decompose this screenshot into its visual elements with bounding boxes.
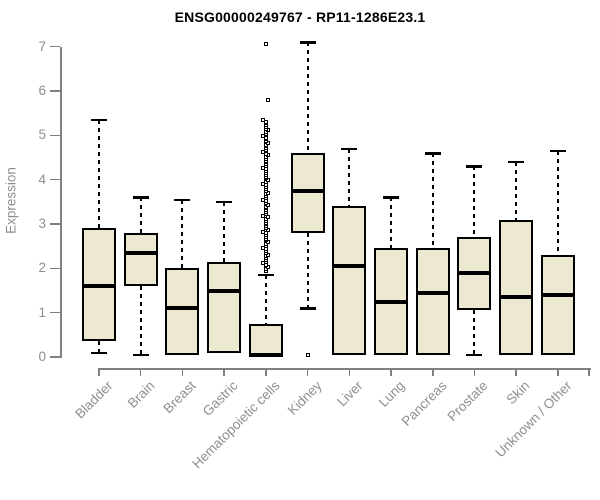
y-tick — [50, 178, 60, 181]
whisker-cap — [466, 165, 483, 168]
y-tick-label: 7 — [38, 38, 46, 54]
box-median — [374, 299, 409, 304]
whisker-upper — [181, 199, 184, 269]
x-axis-line — [99, 368, 591, 370]
box-plot-box — [165, 268, 200, 355]
whisker-upper — [515, 161, 518, 220]
y-tick — [50, 223, 60, 225]
x-tick — [432, 368, 434, 376]
whisker-cap — [341, 147, 358, 151]
y-tick — [50, 267, 60, 270]
whisker-upper — [139, 197, 142, 233]
x-tick — [98, 368, 100, 376]
y-tick-label: 2 — [38, 260, 46, 276]
whisker-cap — [466, 353, 483, 357]
whisker-lower — [98, 341, 100, 353]
whisker-upper — [348, 148, 351, 207]
whisker-cap — [424, 152, 441, 155]
box-median — [499, 295, 534, 300]
box-median — [540, 292, 575, 297]
outlier-point — [263, 42, 268, 47]
y-tick — [50, 134, 60, 137]
whisker-upper — [264, 274, 267, 324]
x-tick — [139, 368, 142, 376]
whisker-cap — [132, 196, 149, 199]
whisker-upper — [390, 197, 393, 249]
x-tick — [473, 368, 476, 376]
y-tick — [50, 311, 60, 314]
box-plot-box — [123, 232, 158, 287]
y-tick — [50, 45, 60, 48]
x-tick — [390, 368, 392, 376]
whisker-cap — [216, 200, 233, 204]
x-tick — [223, 368, 225, 376]
whisker-lower — [139, 286, 142, 355]
whisker-upper — [306, 42, 309, 154]
x-axis-end-tick — [588, 368, 590, 376]
box-plot-box — [248, 323, 283, 357]
box-median — [165, 306, 200, 311]
x-tick — [181, 368, 184, 376]
whisker-cap — [299, 41, 316, 44]
y-tick-label: 4 — [38, 171, 46, 187]
x-tick — [348, 368, 351, 376]
outlier-point — [260, 117, 265, 122]
box-plot-box — [290, 153, 325, 233]
box-median — [290, 188, 325, 193]
whisker-cap — [91, 118, 107, 122]
whisker-lower — [306, 232, 309, 309]
whisker-upper — [223, 201, 226, 262]
outlier-point — [265, 97, 270, 102]
x-tick — [515, 368, 517, 376]
outlier-point — [305, 352, 310, 357]
box-median — [332, 264, 367, 269]
whisker-cap — [549, 149, 566, 153]
y-tick-label: 1 — [38, 304, 46, 320]
y-tick — [50, 90, 60, 92]
x-tick — [557, 368, 559, 376]
box-median — [123, 250, 158, 255]
box-plot-box — [332, 206, 367, 355]
box-plot-box — [207, 261, 242, 353]
x-tick — [306, 368, 309, 376]
whisker-cap — [257, 273, 274, 277]
whisker-cap — [91, 351, 107, 355]
outlier-point — [265, 215, 270, 220]
x-tick — [265, 368, 267, 376]
box-median — [415, 290, 450, 295]
box-plot-box — [499, 219, 534, 355]
y-tick-label: 6 — [38, 83, 46, 99]
whisker-cap — [508, 160, 525, 164]
box-median — [82, 284, 116, 289]
whisker-cap — [174, 198, 191, 202]
y-tick — [50, 356, 60, 358]
whisker-lower — [473, 310, 476, 355]
whisker-upper — [473, 166, 476, 238]
chart-title: ENSG00000249767 - RP11-1286E23.1 — [174, 9, 426, 25]
whisker-upper — [431, 153, 434, 249]
whisker-upper — [98, 119, 100, 229]
y-tick-label: 0 — [38, 349, 46, 364]
y-axis-line — [60, 46, 62, 359]
box-median — [457, 270, 492, 275]
outlier-point — [260, 229, 265, 234]
box-median — [248, 352, 283, 357]
y-tick-label: 5 — [38, 127, 46, 143]
box-plot-box — [540, 255, 575, 355]
y-tick-label: 3 — [38, 216, 46, 231]
whisker-cap — [383, 196, 400, 199]
whisker-upper — [556, 150, 559, 256]
whisker-cap — [132, 353, 149, 357]
box-median — [207, 288, 242, 293]
whisker-cap — [299, 307, 316, 310]
box-plot-box — [415, 248, 450, 355]
